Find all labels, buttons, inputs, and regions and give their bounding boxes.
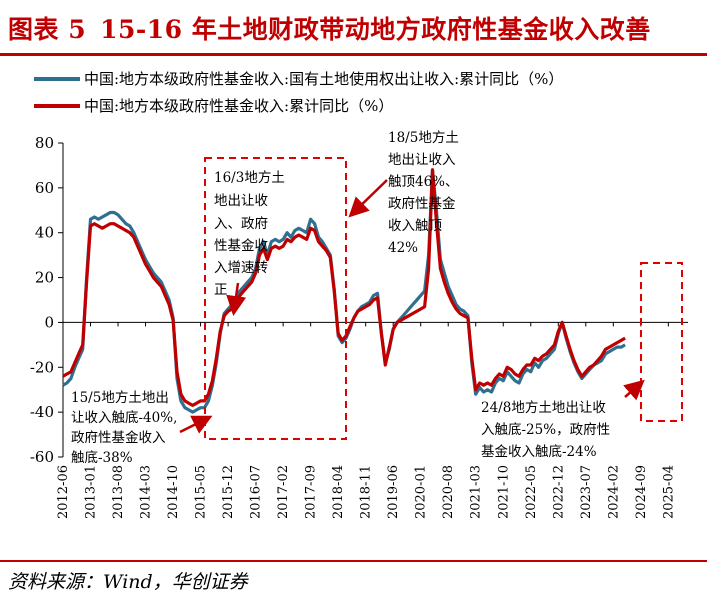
annotation-line: 42% [388,240,418,256]
annotation-line: 18/5地方土 [388,130,459,146]
line-chart: 中国:地方本级政府性基金收入:国有土地使用权出让收入:累计同比（%） 中国:地方… [30,70,688,519]
x-tick-label: 2013-08 [111,465,126,519]
x-tick-label: 2015-05 [194,465,209,519]
x-tick-label: 2021-03 [469,465,484,519]
figure-label: 图表 5 [8,15,87,44]
x-tick-label: 2013-01 [84,465,99,519]
y-tick-label: 60 [35,179,54,197]
annotation-line: 地出让收入 [388,152,456,168]
y-tick-label: 80 [35,134,54,152]
x-ticks: 2012-06 2013-01 2013-08 2014-03 2014-10 2015-… [56,322,676,519]
annotation-line: 政府性基金收入 [71,429,166,446]
y-tick-label: 20 [35,269,54,287]
y-tick-label: 40 [35,224,54,242]
figure-title: 图表 5 15-16 年土地财政带动地方政府性基金收入改善 [8,10,651,50]
annotation-line: 性基金收 [214,237,268,254]
title-rule [0,53,707,56]
x-tick-label: 2020-08 [441,465,456,519]
y-tick-label: -60 [30,448,54,466]
annotation-line: 地出让收 [214,193,268,209]
annotation-2018-05: 18/5地方土 地出让收入 触顶46%、 政府性基金 收入触顶 42% [388,130,459,256]
annotation-line: 让收入触底-40%, [71,410,177,426]
x-tick-label: 2012-06 [56,465,71,519]
y-tick-label: -40 [30,403,54,421]
x-tick-label: 2024-09 [634,465,649,519]
arrow-2016-03 [226,282,247,316]
x-tick-label: 2014-10 [166,465,181,519]
annotation-line: 24/8地方土地出让收 [481,400,606,416]
annotation-2016-03: 16/3地方土 地出让收 入、政府 性基金收 入增速转 正 [214,170,285,298]
annotation-line: 正 [214,282,228,298]
x-tick-label: 2024-02 [606,465,621,519]
x-tick-label: 2018-04 [331,465,346,519]
source-note: 资料来源：Wind，华创证券 [8,571,248,593]
x-tick-label: 2018-11 [359,465,374,519]
annotation-2024-08: 24/8地方土地出让收 入触底-25%，政府性 基金收入触底-24% [481,400,610,460]
annotation-line: 入增速转 [214,260,268,276]
footer-rule [0,560,707,562]
annotation-line: 收入触顶 [388,218,442,234]
annotation-line: 16/3地方土 [214,170,285,186]
arrow-2018-05 [348,179,388,218]
x-tick-label: 2020-01 [414,465,429,519]
series-line-land [62,168,626,414]
annotation-line: 15/5地方土地出 [71,390,169,406]
annotation-2015-05: 15/5地方土地出 让收入触底-40%, 政府性基金收入 触底-38% [71,390,177,466]
annotation-line: 入触底-25%，政府性 [481,422,610,438]
x-tick-label: 2014-03 [139,465,154,519]
highlight-box-2016-2018 [204,157,347,440]
annotation-line: 入、政府 [214,216,268,232]
x-tick-label: 2019-06 [386,465,401,519]
axes [62,143,688,457]
arrow-2024-08 [623,379,645,401]
x-tick-label: 2021-10 [496,465,511,519]
y-tick-label: 0 [44,313,54,331]
arrow-2015-05 [179,415,213,434]
x-tick-label: 2023-07 [579,465,594,519]
x-tick-label: 2017-09 [304,465,319,519]
legend-label-land: 中国:地方本级政府性基金收入:国有土地使用权出让收入:累计同比（%） [84,70,563,88]
legend-label-fund: 中国:地方本级政府性基金收入:累计同比（%） [84,97,393,115]
x-tick-label: 2022-05 [524,465,539,519]
x-tick-label: 2022-12 [551,465,566,519]
y-tick-label: -20 [30,358,54,376]
x-tick-label: 2025-04 [661,465,676,519]
annotation-line: 政府性基金 [388,195,456,212]
series-line-fund [62,168,626,407]
highlight-box-2024-2025 [640,262,683,422]
annotation-line: 触顶46%、 [388,174,459,190]
y-ticks: 80 60 40 20 0 -20 -40 -60 [30,134,63,466]
x-tick-label: 2017-02 [276,465,291,519]
x-tick-label: 2016-07 [249,465,264,519]
annotation-line: 基金收入触底-24% [481,443,597,460]
x-tick-label: 2015-12 [221,465,236,519]
annotation-line: 触底-38% [71,450,133,466]
legend: 中国:地方本级政府性基金收入:国有土地使用权出让收入:累计同比（%） 中国:地方… [34,70,563,115]
figure-title-text: 15-16 年土地财政带动地方政府性基金收入改善 [100,15,651,44]
